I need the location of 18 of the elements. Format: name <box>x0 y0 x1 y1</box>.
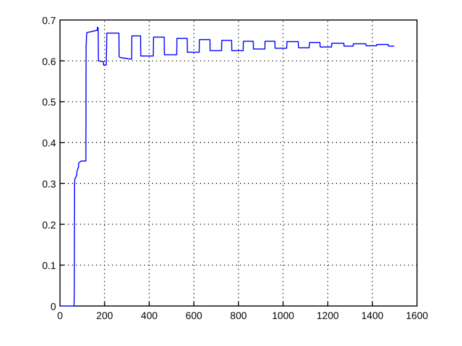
x-tick-label: 200 <box>96 311 114 322</box>
x-tick-label: 800 <box>230 311 248 322</box>
y-tick-label: 0.4 <box>42 138 56 150</box>
y-tick-label: 0.7 <box>42 16 56 27</box>
x-tick-label: 400 <box>140 311 158 322</box>
y-tick-label: 0.3 <box>42 179 56 190</box>
y-tick-label: 0.2 <box>42 220 56 232</box>
y-tick-label: 0.6 <box>42 56 56 68</box>
x-tick-label: 1400 <box>361 311 384 322</box>
y-tick-label: 0 <box>50 302 56 313</box>
x-tick-label: 1200 <box>316 311 340 322</box>
y-tick-label: 0.1 <box>42 261 56 272</box>
x-tick-label: 0 <box>57 311 64 322</box>
x-tick-label: 1000 <box>272 311 295 322</box>
y-tick-label: 0.5 <box>42 98 56 109</box>
x-tick-label: 1600 <box>406 311 429 322</box>
x-tick-label: 600 <box>186 311 203 322</box>
line-series <box>60 26 395 306</box>
